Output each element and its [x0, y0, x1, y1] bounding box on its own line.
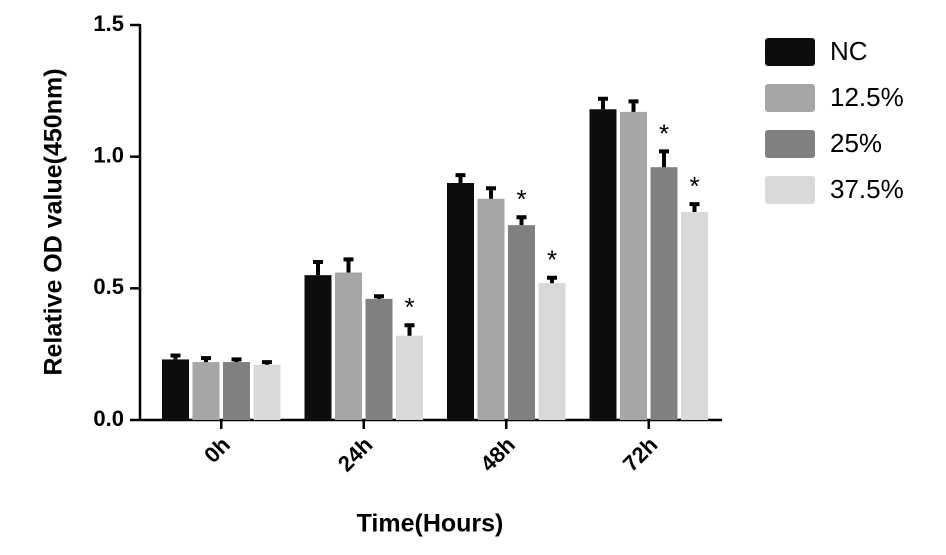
error-bar: [455, 173, 466, 183]
legend-swatch: [765, 84, 815, 112]
error-bar: [231, 357, 242, 363]
legend-label: 37.5%: [830, 174, 904, 204]
y-tick-label: 0.0: [93, 406, 124, 431]
bar: [447, 183, 474, 420]
y-axis-title: Relative OD value(450nm): [40, 68, 68, 375]
bar: [650, 167, 678, 420]
x-tick-label: 48h: [475, 432, 519, 476]
legend-label: 25%: [830, 128, 882, 158]
bar: [589, 109, 617, 421]
bar: [335, 272, 362, 420]
bar: [620, 111, 647, 421]
x-tick-label: 72h: [618, 432, 662, 476]
bar: [253, 364, 281, 420]
x-tick-label: 0h: [199, 432, 235, 468]
y-tick-label: 0.5: [93, 274, 124, 299]
error-bar: [201, 356, 211, 363]
y-tick-label: 1.0: [93, 142, 124, 167]
bar: [192, 362, 220, 420]
bar: [304, 275, 332, 420]
error-bar: [170, 353, 181, 360]
significance-mark: *: [659, 118, 669, 148]
error-bar: [374, 294, 384, 299]
bar: [365, 298, 393, 420]
error-bar: [689, 202, 700, 212]
error-bar: [547, 275, 557, 284]
significance-mark: *: [689, 171, 699, 201]
error-bar: [404, 323, 415, 336]
legend-swatch: [765, 38, 815, 66]
significance-mark: *: [516, 184, 526, 214]
error-bar: [343, 257, 354, 273]
bar: [538, 283, 566, 420]
x-tick-label: 24h: [333, 432, 377, 476]
y-tick-label: 1.5: [93, 11, 124, 36]
error-bar: [486, 186, 496, 199]
bar: [508, 225, 535, 420]
legend-swatch: [765, 130, 815, 158]
legend-swatch: [765, 176, 815, 204]
x-axis-title: Time(Hours): [357, 510, 504, 538]
error-bar: [516, 215, 527, 226]
error-bar: [598, 96, 608, 110]
legend-label: 12.5%: [830, 82, 904, 112]
legend-label: NC: [830, 36, 868, 66]
bar: [223, 362, 250, 420]
error-bar: [313, 260, 323, 276]
bar: [396, 335, 423, 420]
error-bar: [628, 99, 639, 112]
bar: [162, 359, 189, 420]
error-bar: [659, 149, 669, 168]
significance-mark: *: [547, 245, 557, 275]
bar: [477, 198, 505, 420]
error-bar: [262, 360, 272, 365]
bar: [681, 211, 708, 420]
significance-mark: *: [404, 292, 414, 322]
